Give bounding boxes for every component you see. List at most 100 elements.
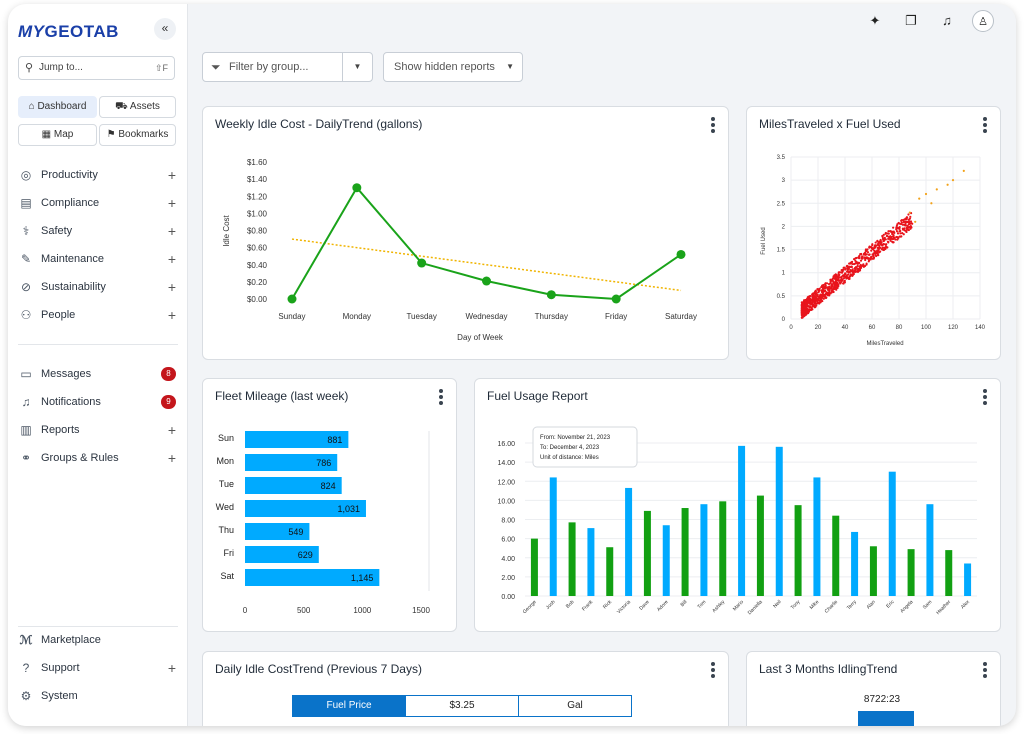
chevron-down-icon[interactable]: ▼: [342, 53, 372, 81]
scatter-point: [876, 239, 879, 242]
nav-item-reports[interactable]: ▥ Reports +: [18, 420, 178, 440]
nav-item-compliance[interactable]: ▤ Compliance +: [18, 193, 178, 213]
user-avatar[interactable]: ♙: [972, 10, 994, 32]
scatter-point: [904, 223, 907, 226]
show-hidden-reports-dropdown[interactable]: Show hidden reports ▼: [383, 52, 523, 82]
windows-icon[interactable]: ❐: [905, 13, 917, 28]
nav-label: Safety: [41, 225, 73, 237]
nav-label: System: [41, 690, 78, 702]
scatter-point: [848, 265, 851, 268]
y-tick-label: 6.00: [501, 537, 515, 544]
scatter-point: [808, 295, 811, 298]
nav-item-marketplace[interactable]: ℳ Marketplace: [18, 630, 178, 650]
nav-item-sustainability[interactable]: ⊘ Sustainability +: [18, 277, 178, 297]
scatter-point: [872, 253, 875, 256]
scatter-point: [836, 285, 839, 288]
more-options-icon[interactable]: [982, 117, 988, 135]
hidden-reports-label: Show hidden reports: [394, 61, 495, 73]
logo-geotab: GEOTAB: [44, 22, 119, 41]
expand-icon[interactable]: +: [167, 450, 176, 466]
nav-item-system[interactable]: ⚙ System: [18, 686, 178, 706]
nav-item-support[interactable]: ? Support +: [18, 658, 178, 678]
fuel-bar: [662, 525, 670, 596]
scatter-point: [813, 295, 816, 298]
x-tick-label: Alex: [960, 599, 971, 610]
y-tick-label: 2.5: [777, 201, 786, 207]
scatter-point: [946, 183, 949, 186]
scatter-point: [814, 305, 817, 309]
more-options-icon[interactable]: [710, 662, 716, 680]
y-tick-label: 1.5: [777, 248, 786, 254]
y-tick-label: 4.00: [501, 556, 515, 563]
expand-icon[interactable]: +: [167, 279, 176, 295]
x-tick-label: Josh: [545, 599, 557, 611]
expand-icon[interactable]: +: [167, 223, 176, 239]
nav-item-people[interactable]: ⚇ People +: [18, 305, 178, 325]
data-label: 549: [288, 527, 303, 537]
scatter-point: [838, 281, 841, 284]
jump-to-input[interactable]: ⚲ Jump to... ⇧F: [18, 56, 175, 80]
scatter-point: [882, 242, 885, 246]
expand-icon[interactable]: +: [167, 307, 176, 323]
expand-icon[interactable]: +: [167, 251, 176, 267]
logo[interactable]: MYGEOTAB: [18, 22, 119, 42]
nav-item-maintenance[interactable]: ✎ Maintenance +: [18, 249, 178, 269]
data-label: 824: [321, 481, 336, 491]
report-icon: ▥: [20, 423, 32, 437]
sparkle-icon[interactable]: ✦: [869, 13, 881, 28]
card-title: Weekly Idle Cost - DailyTrend (gallons): [215, 117, 423, 131]
x-tick-label: Sam: [922, 599, 934, 611]
y-tick-label: 12.00: [497, 479, 515, 486]
assets-button[interactable]: ⛟ Assets: [99, 96, 176, 118]
x-tick-label: Saturday: [665, 312, 697, 321]
y-tick-label: $1.00: [247, 209, 268, 218]
scatter-point: [909, 215, 912, 218]
x-tick-label: 1500: [412, 606, 430, 615]
expand-icon[interactable]: +: [167, 422, 176, 438]
nav-item-safety[interactable]: ⚕ Safety +: [18, 221, 178, 241]
scatter-point: [850, 265, 853, 269]
nav-item-messages[interactable]: ▭ Messages 8: [18, 364, 178, 384]
scatter-point: [852, 258, 856, 261]
fuel-bar: [832, 515, 840, 596]
filter-placeholder: Filter by group...: [229, 61, 309, 73]
scatter-point: [876, 246, 879, 249]
filter-by-group-dropdown[interactable]: ⏷ Filter by group... ▼: [202, 52, 373, 82]
scatter-point: [815, 298, 818, 301]
more-options-icon[interactable]: [982, 389, 988, 407]
x-tick-label: 80: [896, 325, 903, 331]
mileage-bar: [245, 569, 380, 586]
scatter-point: [904, 229, 908, 232]
scatter-point: [887, 232, 890, 235]
more-options-icon[interactable]: [982, 662, 988, 680]
scatter-point: [873, 245, 876, 248]
more-options-icon[interactable]: [438, 389, 444, 407]
nav-item-notifications[interactable]: ♫ Notifications 9: [18, 392, 178, 412]
fuel-bar: [794, 505, 802, 596]
expand-icon[interactable]: +: [167, 660, 176, 676]
expand-icon[interactable]: +: [167, 167, 176, 183]
expand-icon[interactable]: +: [167, 195, 176, 211]
nav-item-groups-rules[interactable]: ⚭ Groups & Rules +: [18, 448, 178, 468]
bookmarks-button[interactable]: ⚑ Bookmarks: [99, 124, 176, 146]
scatter-point: [802, 314, 805, 317]
scatter-point: [879, 238, 882, 242]
scatter-point: [899, 232, 902, 235]
fuel-bar: [681, 508, 689, 596]
people-icon: ⚇: [20, 308, 32, 322]
dashboard-button[interactable]: ⌂ Dashboard: [18, 96, 97, 118]
scatter-point: [895, 227, 898, 231]
fuel-price-value: $3.25: [405, 695, 519, 717]
more-options-icon[interactable]: [710, 117, 716, 135]
scatter-point: [842, 274, 846, 278]
home-icon: ⌂: [28, 101, 35, 112]
scatter-point: [827, 288, 830, 292]
collapse-sidebar-button[interactable]: «: [154, 18, 176, 40]
scatter-point: [801, 301, 805, 304]
nav-item-productivity[interactable]: ◎ Productivity +: [18, 165, 178, 185]
scatter-point: [810, 298, 814, 302]
x-tick-label: 500: [297, 606, 311, 615]
map-button[interactable]: ▦ Map: [18, 124, 97, 146]
scatter-point: [829, 278, 832, 281]
bell-icon[interactable]: ♫: [942, 13, 952, 28]
